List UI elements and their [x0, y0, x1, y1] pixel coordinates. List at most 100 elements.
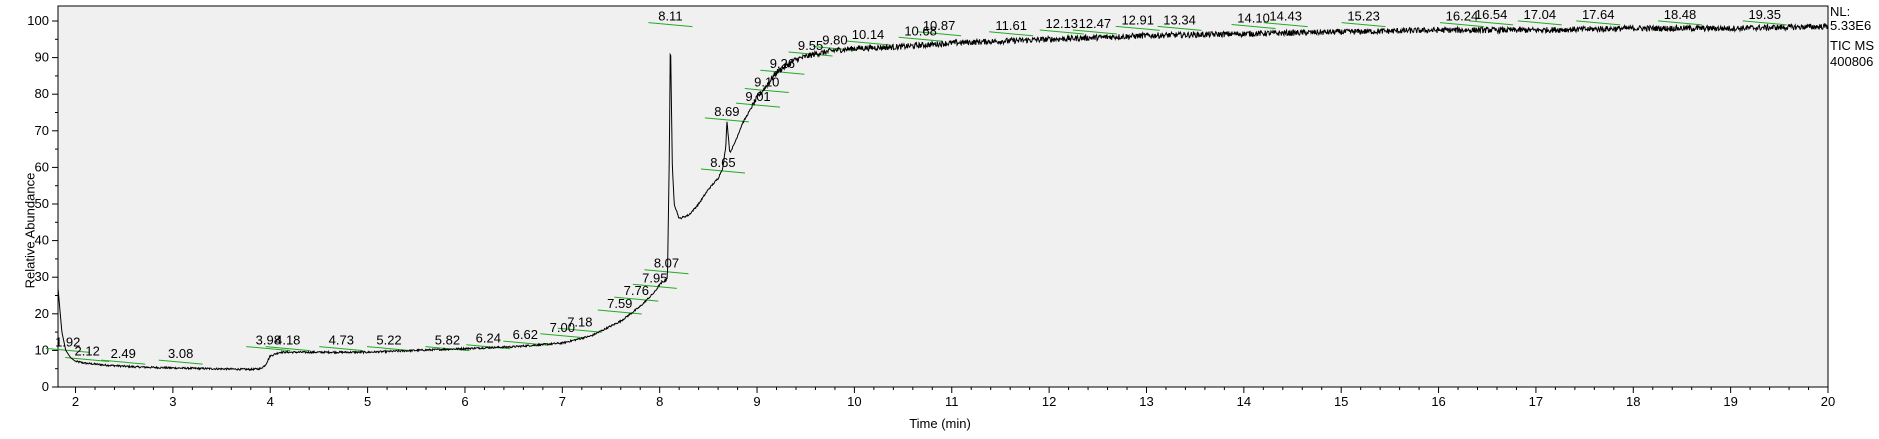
peak-marker: [1231, 23, 1276, 29]
peak-label: 10.87: [923, 18, 956, 33]
x-tick-label: 20: [1821, 394, 1835, 409]
x-tick-label: 7: [559, 394, 566, 409]
peak-marker: [101, 359, 146, 365]
peak-label: 7.95: [642, 270, 667, 285]
peak-marker: [1039, 29, 1084, 35]
y-tick-label: 70: [35, 123, 49, 138]
peak-label: 16.54: [1475, 7, 1508, 22]
peak-markers: [45, 20, 1787, 365]
y-tick-label: 60: [35, 159, 49, 174]
peak-label: 7.00: [550, 320, 575, 335]
peak-marker: [466, 344, 511, 350]
peak-label: 5.82: [435, 333, 460, 348]
y-tick-label: 50: [35, 196, 49, 211]
peak-marker: [1576, 20, 1621, 26]
x-tick-label: 6: [461, 394, 468, 409]
peak-marker: [648, 22, 693, 28]
y-tick-label: 40: [35, 233, 49, 248]
peak-label: 11.61: [995, 18, 1027, 33]
x-tick-label: 2: [72, 394, 79, 409]
y-axis-title: Relative Abundance: [22, 172, 38, 289]
x-tick-label: 19: [1723, 394, 1737, 409]
peak-marker: [158, 359, 203, 365]
peak-marker: [1742, 20, 1787, 26]
peak-labels: 1.922.12 2.49 3.08 3.984.18 4.73 5.22 5.82 6.24…: [55, 7, 1781, 361]
peak-marker: [760, 69, 805, 75]
x-tick-label: 15: [1334, 394, 1348, 409]
peak-label: 2.49: [111, 346, 136, 361]
x-tick-label: 14: [1237, 394, 1251, 409]
peak-label: 6.62: [513, 327, 538, 342]
peak-label: 7.76: [624, 283, 649, 298]
x-tick-label: 11: [945, 394, 959, 409]
peak-marker: [265, 346, 310, 352]
peak-marker: [319, 346, 364, 352]
y-tick-label: 30: [35, 269, 49, 284]
peak-label: 13.34: [1163, 12, 1196, 27]
peak-label: 9.26: [770, 56, 795, 71]
peak-label: 9.01: [745, 89, 770, 104]
y-tick-label: 90: [35, 50, 49, 65]
peak-label: 8.69: [714, 104, 739, 119]
peak-marker: [845, 40, 891, 46]
peak-label: 4.18: [275, 333, 300, 348]
peak-label: 10.68: [904, 23, 937, 38]
peak-marker: [614, 296, 659, 302]
peak-marker: [1115, 25, 1160, 31]
peak-marker: [700, 168, 746, 174]
peak-label: 9.10: [754, 75, 779, 90]
x-tick-label: 9: [753, 394, 760, 409]
x-tick-label: 12: [1042, 394, 1056, 409]
nl-label: NL:: [1830, 4, 1851, 19]
x-tick-label: 13: [1139, 394, 1153, 409]
peak-marker: [1263, 22, 1308, 28]
peak-marker: [644, 269, 689, 275]
x-tick-label: 3: [169, 394, 176, 409]
peak-label: 9.80: [822, 32, 847, 47]
peak-label: 10.14: [852, 27, 885, 42]
peak-label: 7.59: [607, 296, 632, 311]
peak-label: 14.43: [1269, 9, 1302, 24]
peak-label: 9.55: [798, 38, 823, 53]
peak-label: 18.48: [1664, 7, 1697, 22]
peak-marker: [632, 283, 677, 289]
tic-trace: [57, 22, 1829, 372]
peak-label: 15.23: [1347, 9, 1380, 24]
peak-marker: [1157, 25, 1202, 31]
peak-marker: [898, 36, 943, 42]
peak-marker: [1439, 22, 1484, 28]
peak-marker: [917, 31, 962, 37]
peak-label: 6.24: [476, 331, 501, 346]
peak-marker: [989, 31, 1034, 37]
peak-label: 8.11: [658, 9, 682, 24]
x-tick-label: 17: [1529, 394, 1543, 409]
peak-label: 8.07: [654, 256, 679, 271]
peak-label: 5.22: [376, 333, 401, 348]
y-tick-label: 100: [27, 13, 49, 28]
peak-label: 19.35: [1748, 7, 1781, 22]
peak-marker: [1469, 20, 1514, 26]
peak-label: 7.18: [567, 314, 592, 329]
peak-label: 14.10: [1237, 10, 1270, 25]
peak-marker: [1657, 20, 1703, 26]
x-axis-title: Time (min): [909, 416, 971, 431]
peak-marker: [704, 117, 749, 123]
trace-label: TIC MS: [1830, 38, 1875, 53]
y-tick-label: 20: [35, 306, 49, 321]
peak-marker: [45, 347, 90, 353]
peak-label: 2.12: [75, 344, 100, 359]
file-id: 400806: [1830, 54, 1874, 69]
x-tick-label: 10: [847, 394, 861, 409]
peak-marker: [540, 333, 585, 339]
peak-marker: [246, 346, 291, 352]
peak-marker: [557, 327, 602, 333]
axes: 2 3 4 5 6 7 8 9 10 11 12 13 14 15 16 17 18 19 20 0 10 20 30 40 5…: [27, 13, 1835, 409]
peak-marker: [597, 309, 642, 315]
y-tick-label: 0: [42, 379, 49, 394]
peak-label: 12.13: [1046, 16, 1079, 31]
peak-marker: [1341, 22, 1386, 28]
peak-label: 17.04: [1524, 7, 1557, 22]
x-tick-label: 5: [364, 394, 371, 409]
peak-label: 8.65: [710, 155, 735, 170]
